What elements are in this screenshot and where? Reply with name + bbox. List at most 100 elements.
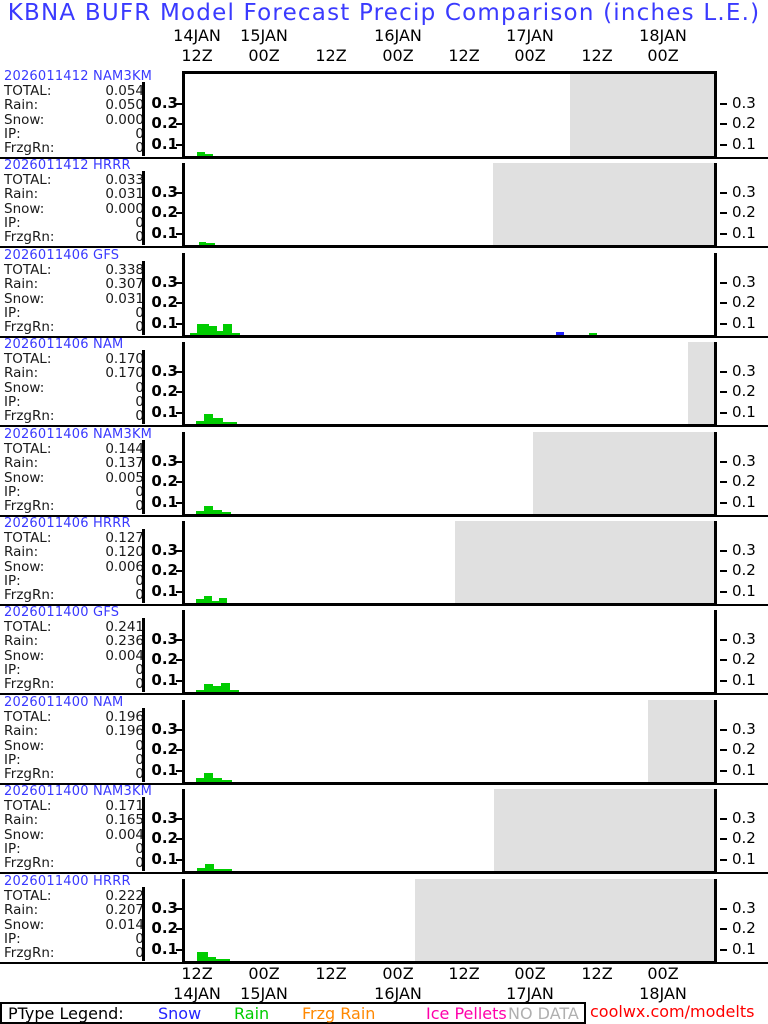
credit-link[interactable]: coolwx.com/modelts xyxy=(590,1003,754,1021)
y-axis-right-tick-0 xyxy=(720,282,727,284)
stats-divider xyxy=(142,618,145,692)
stat-key-frzgrn: FrzgRn: xyxy=(4,498,54,514)
stat-row-frzgrn: FrzgRn:0 xyxy=(4,498,144,512)
model-panel-nam-2026011406: 2026011406 NAMTOTAL:0.170Rain:0.170Snow:… xyxy=(0,338,768,427)
model-panel-hrrr-2026011400: 2026011400 HRRRTOTAL:0.222Rain:0.207Snow… xyxy=(0,875,768,964)
panel-header: 2026011406 GFS xyxy=(4,248,119,263)
legend-box: PType Legend:SnowRainFrzg RainIce Pellet… xyxy=(0,1002,586,1024)
stat-row-ip: IP:0 xyxy=(4,841,144,855)
y-axis-right-label-0-1: 0.1 xyxy=(732,940,756,958)
stat-row-snow: Snow:0.014 xyxy=(4,917,144,931)
y-axis-left: 0.30.20.1 xyxy=(146,440,182,516)
y-axis-right-label-0-2: 0.2 xyxy=(732,382,756,400)
y-axis-right-label-0-2: 0.2 xyxy=(732,203,756,221)
precip-bar-rain-0 xyxy=(197,952,208,961)
plot-border-right xyxy=(714,789,717,871)
legend-item-no-data: NO DATA xyxy=(508,1005,579,1023)
stat-row-frzgrn: FrzgRn:0 xyxy=(4,945,144,959)
y-axis-right-tick-0 xyxy=(720,103,727,105)
y-axis-right-label-0-3: 0.3 xyxy=(732,452,756,470)
y-axis-right: 0.3 0.2 0.1 xyxy=(718,350,768,426)
stats-divider xyxy=(142,171,145,245)
axis-hour-label-0: 12Z xyxy=(181,46,212,65)
panel-header: 2026011400 HRRR xyxy=(4,874,131,889)
y-axis-right-label-0-3: 0.3 xyxy=(732,630,756,648)
stat-row-ip: IP:0 xyxy=(4,305,144,319)
y-axis-right-tick-0 xyxy=(720,461,727,463)
y-axis-left-label-0-1: 0.1 xyxy=(151,671,178,689)
y-axis-right-label-0-2: 0.2 xyxy=(732,472,756,490)
plot-border-right xyxy=(714,521,717,603)
legend-item-ice-pellets: Ice Pellets xyxy=(426,1005,507,1023)
y-axis-left-label-0-1: 0.1 xyxy=(151,314,178,332)
y-axis-right-label-0-3: 0.3 xyxy=(732,720,756,738)
y-axis-left-label-0-2: 0.2 xyxy=(151,650,178,668)
y-axis-right: 0.30.20.1 xyxy=(718,440,768,516)
panel-stats: TOTAL:0.171Rain:0.165Snow:0.004IP:0FrzgR… xyxy=(4,798,144,869)
axis-hour-label-bottom-7: 00Z xyxy=(647,964,678,983)
stat-key-frzgrn: FrzgRn: xyxy=(4,855,54,871)
y-axis-left-label-0-3: 0.3 xyxy=(151,452,178,470)
y-axis-right-tick-2 xyxy=(720,680,727,682)
no-data-region xyxy=(455,521,714,603)
model-panel-gfs-2026011406: 2026011406 GFSTOTAL:0.338Rain:0.307Snow:… xyxy=(0,249,768,338)
y-axis-right-tick-2 xyxy=(720,502,727,504)
plot-border-right xyxy=(714,342,717,424)
panel-header: 2026011406 HRRR xyxy=(4,516,131,531)
plot-border-right xyxy=(714,253,717,335)
axis-hour-label-6: 12Z xyxy=(581,46,612,65)
y-axis-right: 0.3 0.2 0.1 xyxy=(718,887,768,963)
no-data-region xyxy=(688,342,714,424)
stat-row-ip: IP:0 xyxy=(4,484,144,498)
panel-stats: TOTAL:0.170Rain:0.170Snow:0IP:0FrzgRn:0 xyxy=(4,351,144,422)
model-panel-nam-2026011400: 2026011400 NAMTOTAL:0.196Rain:0.196Snow:… xyxy=(0,696,768,785)
axis-hour-label-bottom-1: 00Z xyxy=(248,964,279,983)
stat-row-frzgrn: FrzgRn:0 xyxy=(4,140,144,154)
y-axis-right-label-0-3: 0.3 xyxy=(732,899,756,917)
panel-stats: TOTAL:0.196Rain:0.196Snow:0IP:0FrzgRn:0 xyxy=(4,709,144,780)
plot-border-right xyxy=(714,610,717,692)
precip-bar-rain-1 xyxy=(204,414,213,424)
plot-area xyxy=(182,342,714,424)
stats-divider xyxy=(142,261,145,335)
precip-comparison-chart: KBNA BUFR Model Forecast Precip Comparis… xyxy=(0,0,768,1024)
y-axis-right-label-0-1: 0.1 xyxy=(732,403,756,421)
y-axis-left-label-0-3: 0.3 xyxy=(151,183,178,201)
y-axis-right: 0.30.20.1 xyxy=(718,618,768,694)
axis-day-label-bottom-4: 18JAN xyxy=(639,984,687,1003)
stats-divider xyxy=(142,887,145,961)
plot-area xyxy=(182,700,714,782)
no-data-region xyxy=(570,74,714,156)
y-axis-right-label-0-3: 0.3 xyxy=(732,362,756,380)
axis-hour-label-bottom-6: 12Z xyxy=(581,964,612,983)
precip-bar-rain-1 xyxy=(197,324,209,335)
axis-hour-label-bottom-0: 12Z xyxy=(181,964,212,983)
model-panel-nam3km-2026011400: 2026011400 NAM3KMTOTAL:0.171Rain:0.165Sn… xyxy=(0,785,768,874)
y-axis-right-tick-1 xyxy=(720,570,727,572)
y-axis-left: 0.30.20.1 xyxy=(146,708,182,784)
plot-border-left xyxy=(182,610,185,692)
axis-hour-label-bottom-5: 00Z xyxy=(514,964,545,983)
stat-key-frzgrn: FrzgRn: xyxy=(4,140,54,156)
stat-row-rain: Rain:0.165 xyxy=(4,812,144,826)
stat-row-snow: Snow:0.031 xyxy=(4,291,144,305)
plot-border-right xyxy=(714,74,717,156)
y-axis-left: 0.30.20.1 xyxy=(146,529,182,605)
stat-row-ip: IP:0 xyxy=(4,573,144,587)
stat-row-total: TOTAL:0.033 xyxy=(4,172,144,186)
plot-area xyxy=(182,521,714,603)
y-axis-right-label-0-3: 0.3 xyxy=(732,541,756,559)
y-axis-right-label-0-2: 0.2 xyxy=(732,919,756,937)
stat-row-total: TOTAL:0.054 xyxy=(4,83,144,97)
y-axis-right-tick-1 xyxy=(720,659,727,661)
stat-row-total: TOTAL:0.196 xyxy=(4,709,144,723)
axis-hour-label-7: 00Z xyxy=(647,46,678,65)
axis-day-label-4: 18JAN xyxy=(639,26,687,45)
axis-day-label-3: 17JAN xyxy=(506,26,554,45)
y-axis-left-label-0-2: 0.2 xyxy=(151,114,178,132)
plot-border-left xyxy=(182,521,185,603)
stats-divider xyxy=(142,440,145,514)
plot-area xyxy=(182,432,714,514)
y-axis-left-label-0-2: 0.2 xyxy=(151,293,178,311)
model-panel-nam3km-2026011406: 2026011406 NAM3KMTOTAL:0.144Rain:0.137Sn… xyxy=(0,428,768,517)
